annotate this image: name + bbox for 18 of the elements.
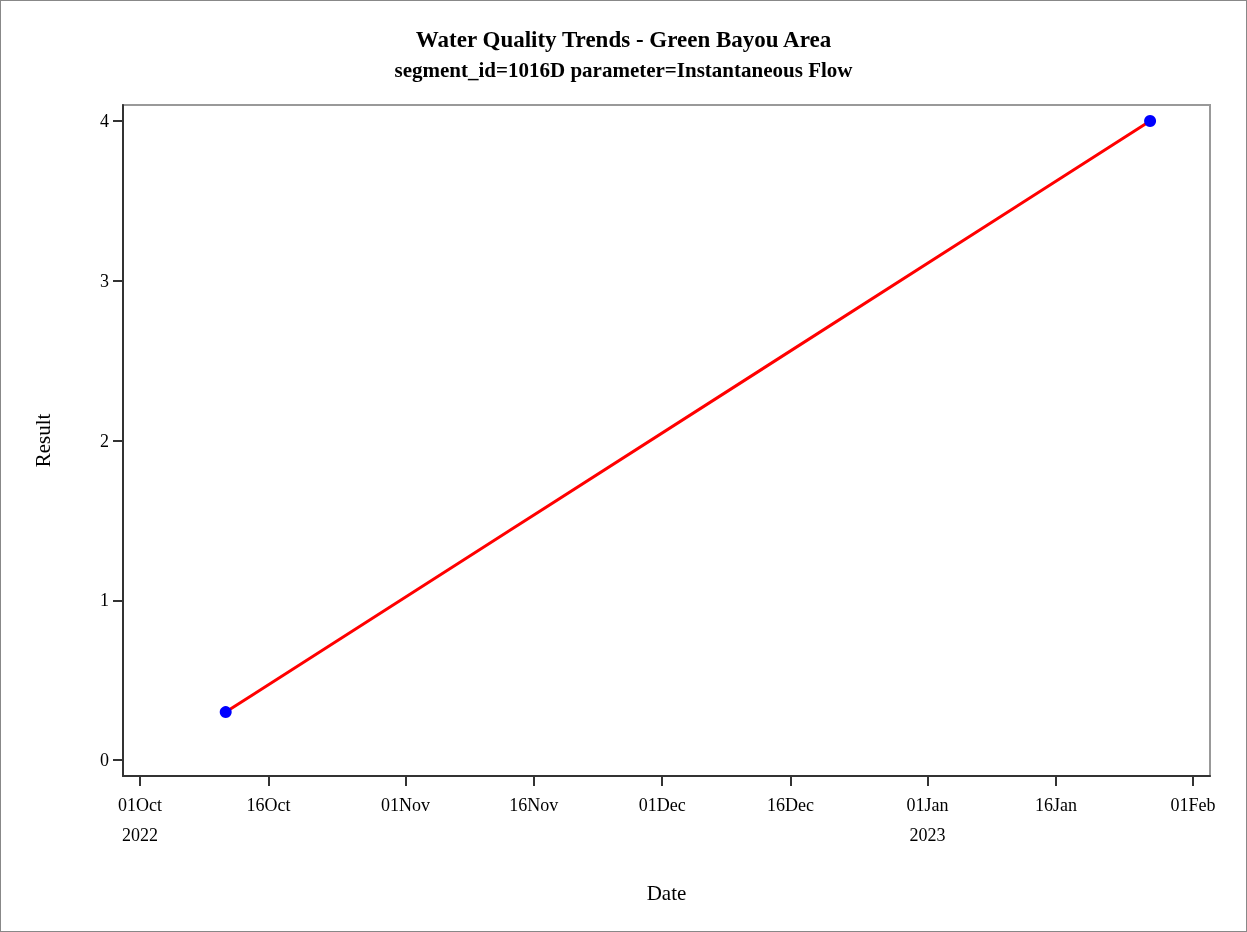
chart-subtitle: segment_id=1016D parameter=Instantaneous Flow [394,57,854,82]
x-tick-label: 01Jan 2023 [906,795,949,845]
x-tick-label: 16Nov [509,795,559,815]
x-tick-label: 01Dec [638,795,686,815]
y-tick-label: 3 [100,270,109,291]
y-tick-label: 1 [100,590,109,611]
chart-title: Water Quality Trends - Green Bayou Area [415,27,832,52]
y-tick-label: 4 [100,110,109,131]
x-tick-label: 01Nov [380,795,430,815]
x-tick-label: 01Feb [1170,795,1216,815]
x-tick-label: 16Dec [767,795,815,815]
x-tick-label: 16Jan [1034,795,1077,815]
x-tick-label: 16Oct [246,795,291,815]
y-tick-label: 0 [100,750,109,771]
y-tick-label: 2 [100,430,109,451]
y-axis-title: Result [30,413,55,468]
x-tick-label: 01Oct 2022 [118,795,163,845]
x-axis-title: Date [646,880,687,905]
